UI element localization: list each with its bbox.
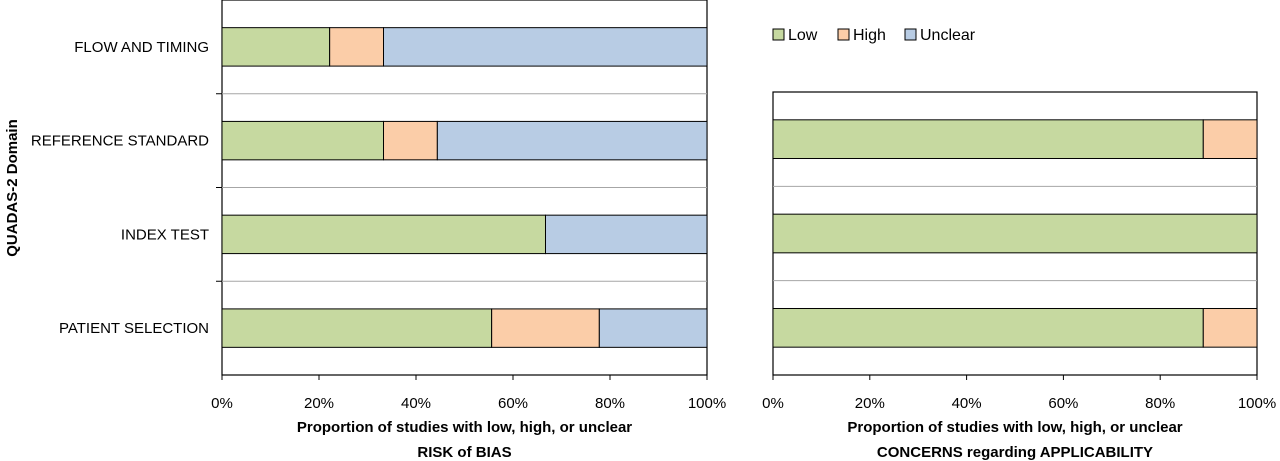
bar-flow-and-timing-unclear [383,27,708,67]
bar-patient-selection-high [1202,307,1258,348]
bar-patient-selection-low [221,308,493,348]
legend-swatch-high [837,28,850,41]
bar-index-test-low [772,213,1258,254]
risk-of-bias-panel: FLOW AND TIMING REFERENCE STANDARD INDEX T… [31,0,726,461]
x-axis-title-line-1: Proportion of studies with low, high, or… [847,419,1182,436]
x-axis-title-line-2: CONCERNS regarding APPLICABILITY [877,444,1153,461]
x-tick-label: 0% [762,395,784,412]
x-axis-title-line-2: RISK of BIAS [417,444,511,461]
category-label-index-test: INDEX TEST [121,226,209,243]
legend: Low High Unclear [772,27,976,44]
x-tick-label: 80% [595,395,625,412]
bar-reference-standard-low [772,119,1204,160]
bar-patient-selection-high [491,308,600,348]
applicability-panel: 0% 20% 40% 60% 80% 100% Proportion of studies … [762,91,1276,461]
category-label-reference-standard: REFERENCE STANDARD [31,133,209,150]
bar-flow-and-timing-high [329,27,385,67]
x-tick-label: 100% [688,395,726,412]
x-tick-label: 40% [952,395,982,412]
x-axis-title-line-1: Proportion of studies with low, high, or… [297,419,632,436]
legend-swatch-low [772,28,785,41]
bar-reference-standard-high [1202,119,1258,160]
legend-label-unclear: Unclear [920,27,976,44]
bar-flow-and-timing-low [221,27,331,67]
x-tick-label: 80% [1145,395,1175,412]
x-tick-label: 60% [1048,395,1078,412]
bar-index-test-low [221,214,546,255]
category-label-flow-and-timing: FLOW AND TIMING [74,39,209,56]
x-tick-label: 60% [498,395,528,412]
bar-reference-standard-high [383,120,438,161]
bar-reference-standard-low [221,120,385,161]
bar-patient-selection-low [772,307,1204,348]
legend-label-low: Low [788,27,818,44]
bar-patient-selection-unclear [598,308,708,348]
legend-swatch-unclear [904,28,917,41]
x-tick-label: 20% [304,395,334,412]
legend-label-high: High [853,27,886,44]
x-tick-label: 100% [1238,395,1276,412]
x-tick-label: 40% [401,395,431,412]
bar-index-test-unclear [544,214,708,255]
x-tick-label: 20% [855,395,885,412]
x-tick-label: 0% [211,395,233,412]
bar-reference-standard-unclear [436,120,708,161]
category-label-patient-selection: PATIENT SELECTION [59,320,209,337]
y-axis-title: QUADAS-2 Domain [4,119,21,257]
